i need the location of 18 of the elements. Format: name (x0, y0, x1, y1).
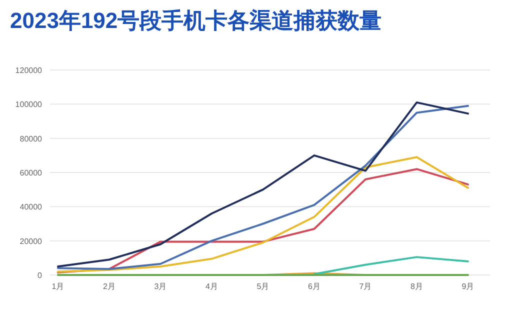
y-tick-label: 60000 (20, 168, 43, 178)
y-tick-label: 20000 (20, 236, 43, 246)
x-tick-label: 7月 (359, 282, 372, 291)
x-tick-label: 4月 (206, 282, 218, 291)
x-tick-label: 2月 (103, 282, 116, 291)
x-tick-label: 5月 (256, 282, 270, 291)
line-series (313, 256, 469, 276)
x-tick-label: 9月 (462, 282, 474, 291)
x-tick-label: 8月 (410, 282, 423, 291)
y-tick-label: 40000 (20, 202, 43, 212)
chart-title: 2023年192号段手机卡各渠道捕获数量 (10, 8, 382, 33)
y-tick-label: 120000 (15, 66, 43, 75)
y-tick-label: 80000 (20, 134, 43, 144)
x-tick-label: 3月 (154, 282, 167, 291)
x-tick-label: 1月 (52, 282, 64, 291)
y-tick-label: 100000 (15, 100, 43, 110)
y-tick-label: 0 (38, 271, 43, 280)
x-tick-label: 6月 (308, 282, 320, 291)
